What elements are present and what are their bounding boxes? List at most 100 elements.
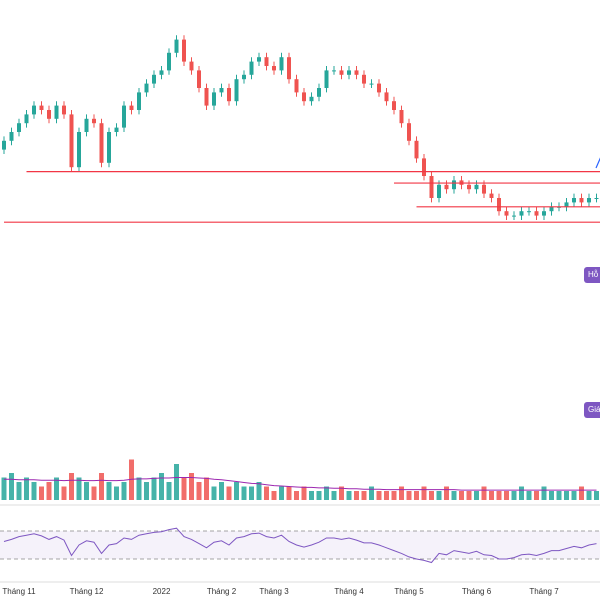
x-tick-label: Tháng 12 <box>70 587 104 596</box>
volume-bar <box>571 491 577 500</box>
x-tick-label: Tháng 6 <box>462 587 492 596</box>
volume-bar <box>241 486 247 500</box>
candle-body <box>212 92 216 106</box>
candle-body <box>482 184 486 194</box>
volume-bar <box>226 486 232 500</box>
x-tick-label: 2022 <box>153 587 171 596</box>
volume-bar <box>279 486 284 500</box>
volume-bar <box>174 464 179 500</box>
volume-bar <box>406 491 412 500</box>
volume-bar <box>526 491 532 500</box>
volume-bar <box>159 473 164 500</box>
volume-bar <box>219 482 224 500</box>
volume-bar <box>31 482 37 500</box>
candle-body <box>527 211 531 213</box>
candle-body <box>287 57 291 80</box>
candle-body <box>324 70 329 88</box>
volume-bar <box>309 491 314 500</box>
volume-bar <box>46 482 52 500</box>
volume-bar <box>496 491 502 500</box>
volume-bar <box>84 482 89 500</box>
volume-bar <box>384 491 389 500</box>
rsi-band <box>0 531 600 559</box>
candle-body <box>339 70 344 75</box>
volume-bar <box>324 486 329 500</box>
candle-body <box>594 198 599 199</box>
candle-body <box>234 79 239 102</box>
rsi-line <box>3 527 597 564</box>
candle-body <box>467 184 471 190</box>
badge-bg <box>584 402 600 418</box>
badge-label: Giá <box>588 405 600 414</box>
volume-bar <box>436 491 442 500</box>
candle-body <box>309 96 314 102</box>
volume-bar <box>136 477 142 500</box>
candle-body <box>137 92 141 110</box>
volume-bar <box>579 486 584 500</box>
volume-bar <box>474 491 479 500</box>
candle-body <box>174 39 179 53</box>
candle-body <box>197 70 201 88</box>
volume-bar <box>586 491 592 500</box>
volume-bar <box>466 491 472 500</box>
candle-body <box>144 83 149 93</box>
price-badge: Giá <box>584 402 600 418</box>
candle-body <box>17 123 21 132</box>
candle-body <box>9 132 14 141</box>
candle-body <box>294 79 299 93</box>
candle-body <box>489 193 494 198</box>
volume-bar <box>91 486 97 500</box>
volume-bar <box>331 491 337 500</box>
candle-body <box>182 39 186 62</box>
volume-bar <box>429 491 434 500</box>
volume-bar <box>69 473 74 500</box>
candle-body <box>242 74 246 80</box>
volume-bar <box>144 482 149 500</box>
candle-body <box>347 70 351 75</box>
volume-bar <box>451 491 457 500</box>
volume-bar <box>369 486 374 500</box>
candle-body <box>504 211 509 216</box>
candle-body <box>422 158 426 176</box>
candle-body <box>219 88 224 93</box>
x-tick-label: Tháng 2 <box>207 587 237 596</box>
volume-ma-line <box>4 477 597 491</box>
volume-bar <box>249 486 254 500</box>
volume-bar <box>1 477 7 500</box>
volume-bar <box>264 486 269 500</box>
candle-body <box>587 198 591 203</box>
volume-bar <box>444 486 449 500</box>
candle-body <box>77 132 81 168</box>
candle-body <box>122 105 126 128</box>
candle-body <box>32 105 36 115</box>
volume-bar <box>421 486 427 500</box>
candle-body <box>369 83 374 85</box>
candle-body <box>99 123 104 163</box>
candle-body <box>272 66 276 71</box>
candle-body <box>407 123 411 141</box>
candle-body <box>84 118 89 132</box>
candle-body <box>542 211 546 216</box>
candle-body <box>512 215 516 217</box>
candle-body <box>257 57 261 62</box>
candle-body <box>429 176 434 198</box>
volume-bar <box>121 482 127 500</box>
volume-bar <box>151 477 157 500</box>
volume-bar <box>196 482 202 500</box>
badge-label: Hỗ <box>588 270 599 279</box>
candle-body <box>549 206 554 212</box>
volume-bar <box>594 491 599 500</box>
candle-body <box>497 198 501 212</box>
volume-bar <box>541 486 547 500</box>
volume-bar <box>54 477 59 500</box>
x-tick-label: Tháng 11 <box>2 587 36 596</box>
volume-bar <box>301 486 307 500</box>
volume-bar <box>39 486 44 500</box>
candle-body <box>189 61 194 71</box>
volume-bar <box>114 486 119 500</box>
volume-bar <box>24 477 29 500</box>
candle-body <box>572 198 576 203</box>
candle-body <box>399 110 404 124</box>
